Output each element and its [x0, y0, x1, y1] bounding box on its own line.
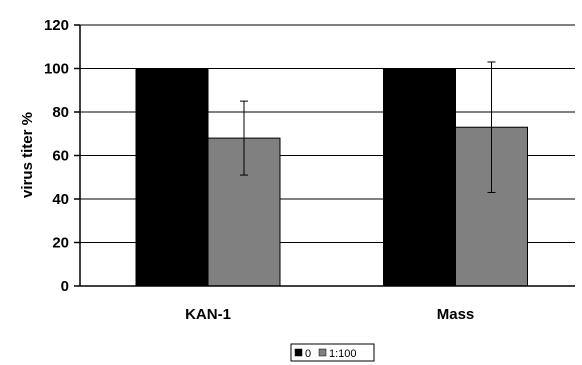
y-tick-label: 80: [52, 104, 69, 121]
y-tick-label: 20: [52, 235, 69, 252]
legend-box: [290, 343, 375, 362]
y-tick-label: 60: [52, 148, 69, 165]
y-tick-label: 120: [44, 17, 69, 34]
x-axis-categories: KAN-1 Mass: [185, 306, 474, 323]
y-tick-label: 40: [52, 191, 69, 208]
y-axis-title: virus titer %: [19, 112, 36, 198]
bars: [135, 68, 528, 287]
y-tick-label: 100: [44, 61, 69, 78]
y-axis-ticks: 0 20 40 60 80 100 120: [44, 17, 80, 295]
legend-swatch: [294, 348, 303, 357]
y-tick-label: 0: [61, 278, 69, 295]
legend-swatch: [318, 348, 327, 357]
x-category-label: Mass: [437, 306, 475, 323]
x-category-label: KAN-1: [185, 306, 231, 323]
legend: 0 1:100: [290, 343, 375, 362]
bar: [135, 68, 209, 287]
legend-label: 0: [305, 348, 311, 360]
error-bars: [240, 61, 496, 193]
bar: [383, 68, 456, 287]
axes: [79, 25, 575, 287]
legend-label: 1:100: [329, 348, 357, 360]
